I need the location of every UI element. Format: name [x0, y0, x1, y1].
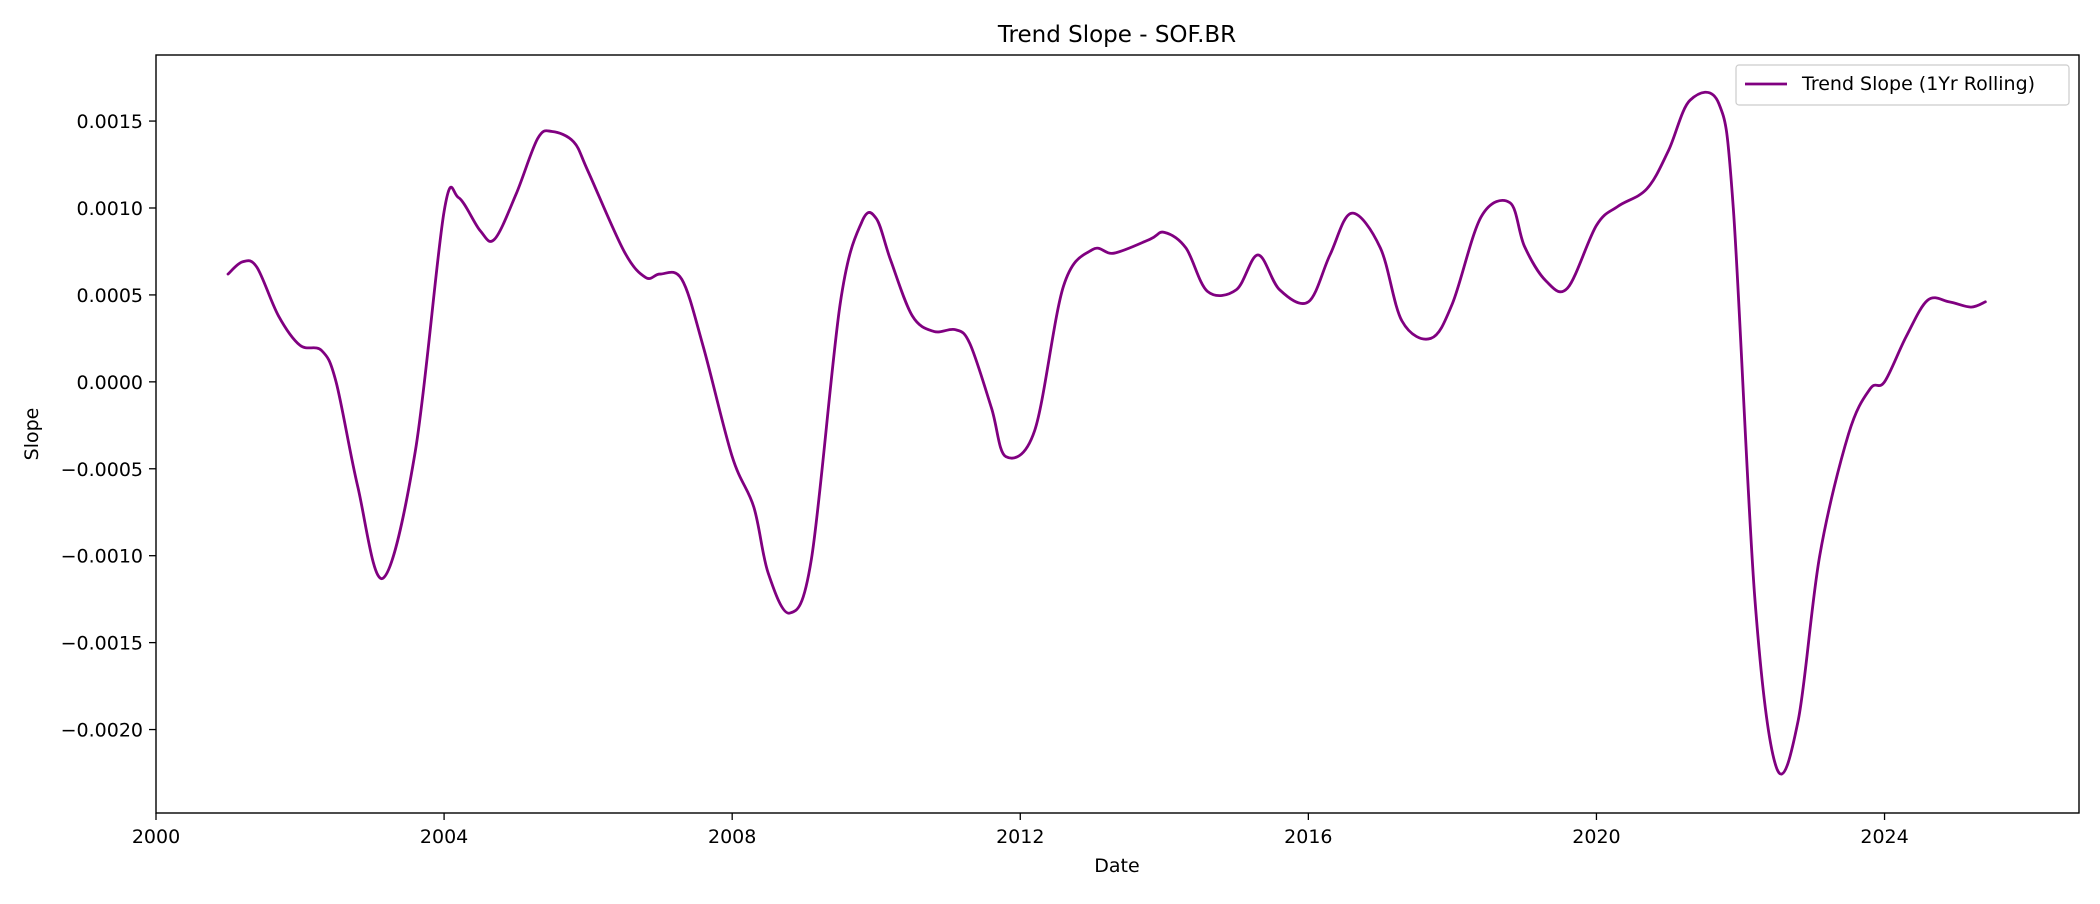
chart-title: Trend Slope - SOF.BR [997, 22, 1236, 48]
y-tick-label: −0.0015 [61, 633, 143, 655]
x-tick-label: 2024 [1860, 826, 1908, 848]
x-tick-label: 2016 [1284, 826, 1332, 848]
y-axis-label: Slope [21, 408, 43, 461]
x-tick-label: 2020 [1572, 826, 1620, 848]
legend: Trend Slope (1Yr Rolling) [1735, 64, 2070, 106]
legend-label: Trend Slope (1Yr Rolling) [1801, 73, 2035, 95]
y-tick-label: −0.0020 [61, 720, 143, 742]
legend-box [1735, 64, 2070, 106]
x-tick-label: 2000 [132, 826, 180, 848]
x-tick-label: 2012 [996, 826, 1044, 848]
x-tick-label: 2004 [420, 826, 468, 848]
y-tick-label: 0.0015 [77, 111, 143, 133]
x-axis: 2000 2004 2008 2012 2016 2020 2024 [132, 813, 1909, 848]
y-tick-label: 0.0010 [77, 198, 143, 220]
y-tick-label: 0.0000 [77, 372, 143, 394]
y-tick-label: 0.0005 [77, 285, 143, 307]
x-axis-label: Date [1094, 855, 1139, 877]
y-tick-label: −0.0005 [61, 459, 143, 481]
y-tick-label: −0.0010 [61, 546, 143, 568]
series-line-trend-slope [226, 90, 1987, 776]
x-tick-label: 2008 [708, 826, 756, 848]
y-axis: 0.0015 0.0010 0.0005 0.0000 −0.0005 −0.0010 −0… [61, 111, 156, 742]
plot-area [155, 54, 2080, 814]
series-layer [226, 90, 1987, 776]
